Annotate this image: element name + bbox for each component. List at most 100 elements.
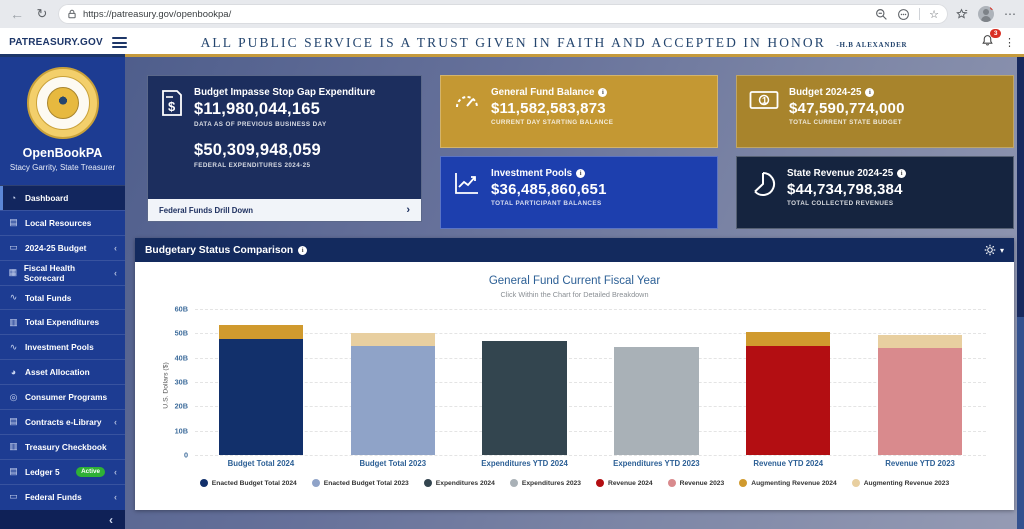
sidebar-item-ledger-5[interactable]: ▤ Ledger 5 Active ‹	[0, 458, 125, 484]
back-icon[interactable]: ←	[10, 6, 24, 22]
info-icon[interactable]: i	[897, 169, 907, 178]
address-bar[interactable]: https://patreasury.gov/openbookpa/ ☆	[58, 4, 948, 24]
legend-item: Revenue 2024	[595, 479, 653, 487]
tracking-prevention-icon[interactable]	[897, 8, 910, 21]
lock-icon	[68, 9, 76, 19]
legend-item: Augmenting Revenue 2024	[739, 479, 837, 487]
sidebar-item-dashboard[interactable]: ◔ Dashboard	[0, 185, 125, 210]
bar-budget-total-2023[interactable]	[350, 309, 435, 455]
sidebar-collapse-button[interactable]: ‹	[0, 510, 125, 529]
legend-dot	[423, 479, 432, 487]
general-fund-caption: CURRENT DAY STARTING BALANCE	[491, 119, 614, 126]
sidebar-item-local-resources[interactable]: ▤ Local Resources	[0, 209, 125, 235]
menu-label: Asset Allocation	[25, 367, 90, 378]
y-tick: 50B	[174, 328, 188, 338]
site-brand[interactable]: PATREASURY.GOV	[9, 37, 103, 48]
collections-icon[interactable]	[955, 7, 968, 21]
svg-text:$: $	[168, 99, 176, 114]
sidebar-item-asset-allocation[interactable]: ◕ Asset Allocation	[0, 359, 125, 384]
sidebar-item-2024-25-budget[interactable]: ▭ 2024-25 Budget ‹	[0, 234, 125, 260]
main-content: $ Budget Impasse Stop Gap Expenditure $1…	[125, 57, 1024, 529]
card-title: General Fund Balance	[491, 87, 595, 98]
sidebar-item-total-funds[interactable]: ∿ Total Funds	[0, 284, 125, 310]
favorite-star-icon[interactable]: ☆	[929, 8, 939, 21]
menu-label: Dashboard	[25, 192, 69, 203]
info-icon[interactable]: i	[598, 88, 608, 97]
line-chart-icon	[453, 168, 481, 207]
card-budget-impasse[interactable]: $ Budget Impasse Stop Gap Expenditure $1…	[147, 75, 422, 222]
sidebar-item-treasury-checkbook[interactable]: ▥ Treasury Checkbook	[0, 433, 125, 459]
x-label: Revenue YTD 2024	[753, 459, 824, 468]
browser-menu-icon[interactable]: ⋯	[1004, 7, 1016, 21]
bar-segment[interactable]	[350, 346, 435, 455]
bar-revenue-ytd-2024[interactable]	[746, 309, 831, 455]
menu-label: Ledger 5	[25, 466, 60, 477]
legend-item: Expenditures 2024	[423, 479, 495, 487]
card-title: State Revenue 2024-25	[787, 168, 894, 179]
presence-dot	[990, 6, 994, 10]
bar-segment[interactable]	[218, 339, 304, 455]
investment-value: $36,485,860,651	[491, 181, 607, 198]
bar-expenditures-ytd-2023[interactable]	[614, 309, 699, 455]
collapse-chevron-icon: ‹	[109, 512, 113, 527]
sidebar-item-consumer-programs[interactable]: ◎ Consumer Programs	[0, 384, 125, 409]
bar-segment[interactable]	[614, 346, 699, 455]
federal-funds-drill-down-button[interactable]: Federal Funds Drill Down ›	[148, 199, 421, 221]
bars-row	[195, 309, 986, 455]
scrollbar-thumb[interactable]	[1017, 57, 1024, 317]
legend-dot	[509, 479, 518, 487]
bar-expenditures-ytd-2024[interactable]	[482, 309, 567, 455]
card-state-revenue[interactable]: State Revenue 2024-25 i $44,734,798,384 T…	[736, 156, 1014, 229]
profile-avatar[interactable]	[978, 6, 994, 22]
legend-dot	[851, 479, 860, 487]
gridline	[195, 309, 986, 310]
bar-segment[interactable]	[746, 346, 831, 455]
card-budget-2024-25[interactable]: 1 Budget 2024-25 i $47,590,774,000 TOTAL …	[736, 75, 1014, 148]
bar-segment[interactable]	[746, 332, 831, 347]
y-tick: 40B	[174, 353, 188, 363]
chart-plot-area[interactable]: U.S. Dollars ($) 60B 50B 40B 30B 20B 10B 0	[163, 305, 986, 460]
bar-segment[interactable]	[877, 348, 963, 455]
sidebar-item-contracts-e-library[interactable]: ▤ Contracts e-Library ‹	[0, 409, 125, 434]
gauge-icon	[453, 87, 481, 126]
chart-title: General Fund Current Fiscal Year	[488, 275, 661, 287]
impasse-value: $11,980,044,165	[194, 100, 320, 118]
info-icon[interactable]: i	[576, 169, 586, 178]
bar-segment[interactable]	[482, 340, 567, 455]
legend-label: Revenue 2023	[679, 479, 725, 487]
zoom-out-icon[interactable]	[875, 8, 888, 21]
sidebar-item-total-expenditures[interactable]: ▥ Total Expenditures	[0, 309, 125, 334]
sidebar-item-investment-pools[interactable]: ∿ Investment Pools	[0, 334, 125, 359]
x-label: Budget Total 2024	[227, 459, 295, 468]
x-label: Budget Total 2023	[359, 459, 427, 468]
card-investment-pools[interactable]: Investment Pools i $36,485,860,651 TOTAL …	[440, 156, 718, 229]
revenue-value: $44,734,798,384	[787, 181, 903, 198]
url-text[interactable]: https://patreasury.gov/openbookpa/	[83, 8, 232, 20]
sidebar-item-fiscal-health-scorecard[interactable]: ▦ Fiscal Health Scorecard ‹	[0, 259, 125, 285]
info-icon[interactable]: i	[865, 88, 875, 97]
treasurer-name: Stacy Garrity, State Treasurer	[9, 163, 116, 172]
sidebar: OpenBookPA Stacy Garrity, State Treasure…	[0, 57, 125, 529]
bar-revenue-ytd-2023[interactable]	[877, 309, 963, 455]
y-tick: 30B	[174, 377, 188, 387]
browser-toolbar: ← ↻ https://patreasury.gov/openbookpa/ ☆	[0, 0, 1024, 28]
refresh-icon[interactable]: ↻	[36, 6, 48, 21]
bar-segment[interactable]	[218, 324, 304, 340]
bar-segment[interactable]	[877, 334, 963, 349]
panel-settings-button[interactable]: ▾	[984, 244, 1004, 256]
page-scrollbar[interactable]	[1017, 57, 1024, 529]
chart-subtitle: Click Within the Chart for Detailed Brea…	[500, 290, 649, 299]
notifications-button[interactable]: 3	[981, 28, 1001, 52]
card-title: Investment Pools	[491, 168, 573, 179]
pa-treasury-seal-logo	[26, 67, 99, 139]
general-fund-value: $11,582,583,873	[491, 100, 606, 117]
menu-label: Investment Pools	[25, 342, 94, 353]
chevron-icon: ‹	[114, 466, 117, 477]
sidebar-item-federal-funds[interactable]: ▭ Federal Funds ‹	[0, 483, 125, 509]
header-more-icon[interactable]: ⋮	[1004, 37, 1016, 49]
bar-budget-total-2024[interactable]	[218, 309, 304, 455]
info-icon[interactable]: i	[298, 245, 308, 255]
hamburger-menu-icon[interactable]	[112, 37, 127, 48]
bar-segment[interactable]	[350, 332, 435, 347]
card-general-fund-balance[interactable]: General Fund Balance i $11,582,583,873 CU…	[440, 75, 718, 148]
